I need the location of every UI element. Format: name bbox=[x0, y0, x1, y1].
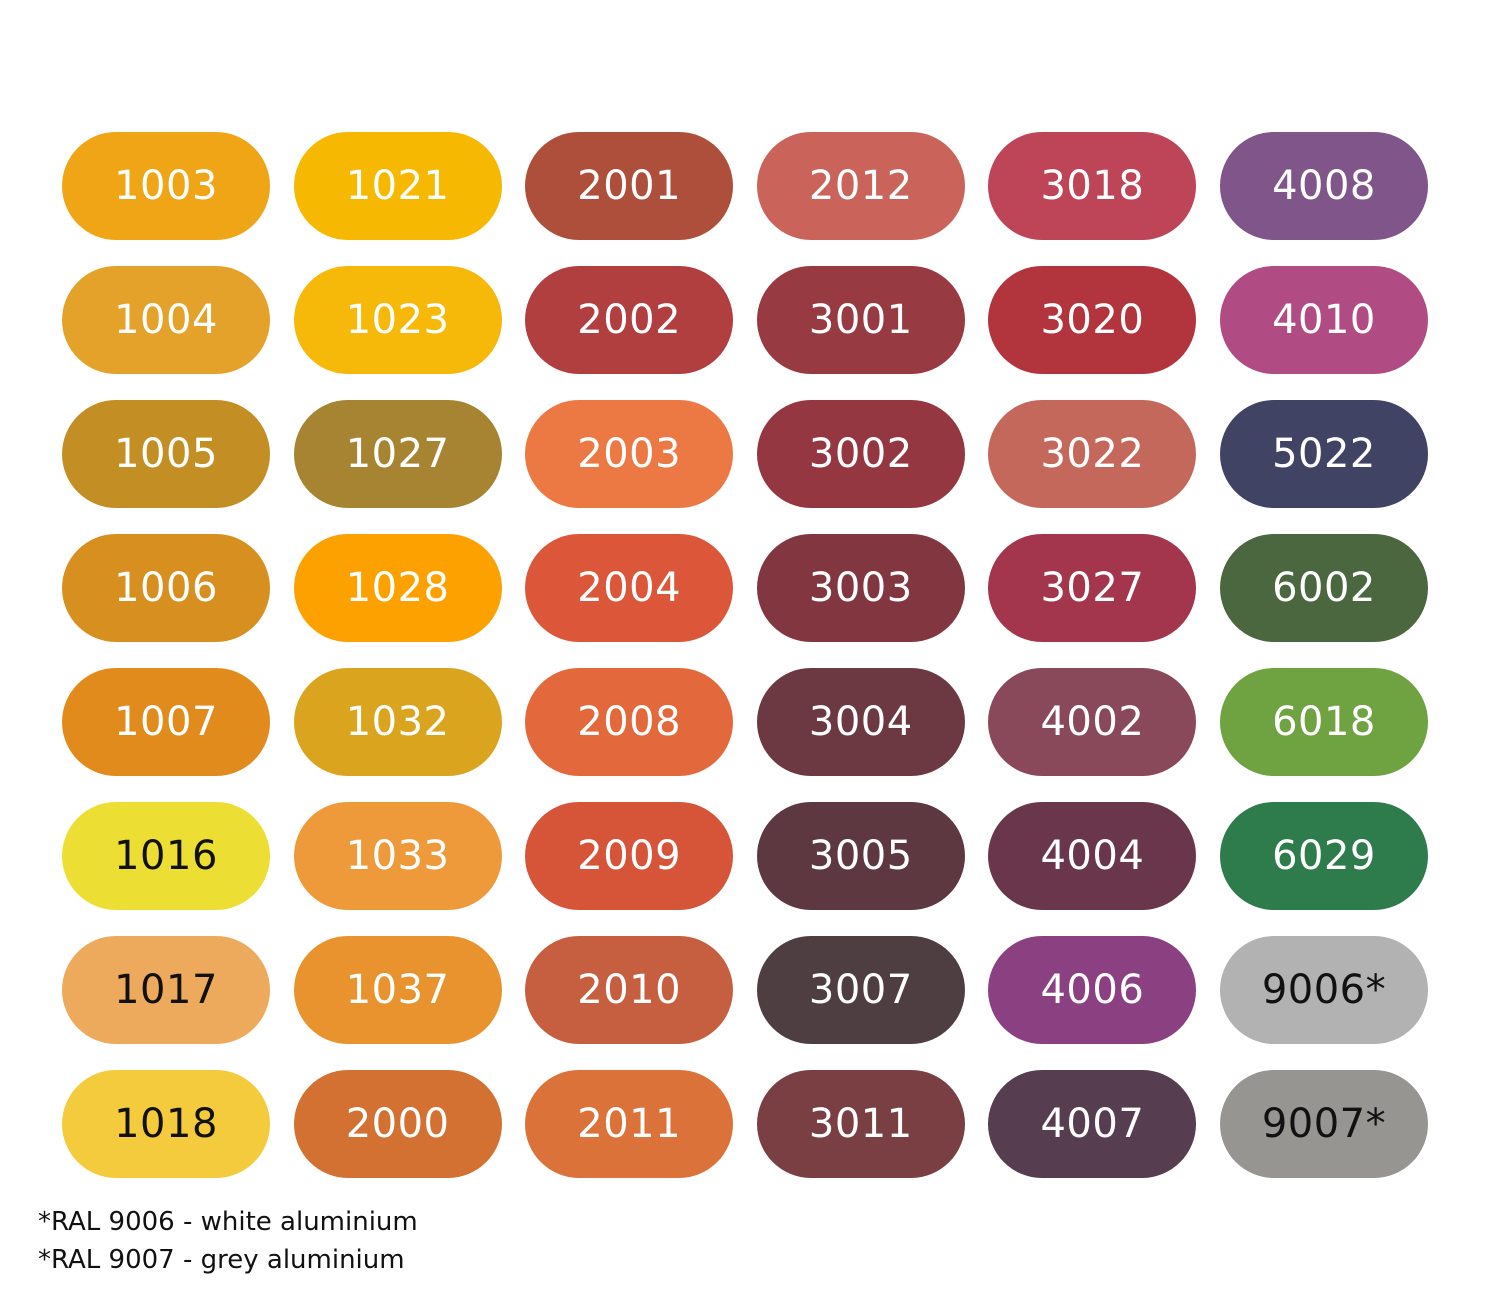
color-swatch-1037: 1037 bbox=[293, 936, 502, 1044]
color-swatch-3005: 3005 bbox=[756, 802, 965, 910]
footnote-ral-9007: *RAL 9007 - grey aluminium bbox=[38, 1245, 405, 1275]
color-swatch-1021: 1021 bbox=[293, 132, 502, 240]
color-swatch-3020: 3020 bbox=[988, 266, 1197, 374]
color-swatch-4007: 4007 bbox=[988, 1070, 1197, 1178]
color-swatch-1004: 1004 bbox=[62, 266, 270, 374]
color-swatch-2003: 2003 bbox=[525, 400, 734, 508]
color-swatch-1007: 1007 bbox=[62, 668, 270, 776]
color-swatch-2008: 2008 bbox=[525, 668, 734, 776]
color-swatch-2012: 2012 bbox=[756, 132, 965, 240]
color-swatch-3011: 3011 bbox=[756, 1070, 965, 1178]
color-swatch-3007: 3007 bbox=[756, 936, 965, 1044]
color-swatch-1027: 1027 bbox=[293, 400, 502, 508]
color-swatch-1033: 1033 bbox=[293, 802, 502, 910]
color-swatch-1005: 1005 bbox=[62, 400, 270, 508]
color-swatch-1018: 1018 bbox=[62, 1070, 270, 1178]
color-swatch-6029: 6029 bbox=[1219, 802, 1428, 910]
footnote-ral-9006: *RAL 9006 - white aluminium bbox=[38, 1207, 418, 1237]
color-swatch-3022: 3022 bbox=[988, 400, 1197, 508]
color-swatch-5022: 5022 bbox=[1219, 400, 1428, 508]
footnotes: *RAL 9006 - white aluminium *RAL 9007 - … bbox=[38, 1203, 418, 1279]
color-swatch-3002: 3002 bbox=[756, 400, 965, 508]
color-swatch-6018: 6018 bbox=[1219, 668, 1428, 776]
color-swatch-9006: 9006* bbox=[1219, 936, 1428, 1044]
ral-color-swatch-grid: 1003 1021 2001 2012 3018 4008 1004 1023 2002 3001… bbox=[62, 132, 1428, 1180]
color-swatch-4002: 4002 bbox=[988, 668, 1197, 776]
color-swatch-3027: 3027 bbox=[988, 534, 1197, 642]
color-swatch-4010: 4010 bbox=[1219, 266, 1428, 374]
color-swatch-6002: 6002 bbox=[1219, 534, 1428, 642]
color-swatch-2011: 2011 bbox=[525, 1070, 734, 1178]
color-swatch-3004: 3004 bbox=[756, 668, 965, 776]
color-swatch-1017: 1017 bbox=[62, 936, 270, 1044]
color-swatch-2000: 2000 bbox=[293, 1070, 502, 1178]
color-swatch-3018: 3018 bbox=[988, 132, 1197, 240]
color-swatch-1003: 1003 bbox=[62, 132, 270, 240]
color-swatch-4006: 4006 bbox=[988, 936, 1197, 1044]
color-swatch-4008: 4008 bbox=[1219, 132, 1428, 240]
color-swatch-2001: 2001 bbox=[525, 132, 734, 240]
color-swatch-1016: 1016 bbox=[62, 802, 270, 910]
color-swatch-2009: 2009 bbox=[525, 802, 734, 910]
color-swatch-2002: 2002 bbox=[525, 266, 734, 374]
color-swatch-4004: 4004 bbox=[988, 802, 1197, 910]
color-swatch-9007: 9007* bbox=[1219, 1070, 1428, 1178]
color-swatch-1028: 1028 bbox=[293, 534, 502, 642]
color-swatch-1023: 1023 bbox=[293, 266, 502, 374]
color-swatch-3003: 3003 bbox=[756, 534, 965, 642]
color-swatch-1006: 1006 bbox=[62, 534, 270, 642]
color-swatch-3001: 3001 bbox=[756, 266, 965, 374]
color-swatch-1032: 1032 bbox=[293, 668, 502, 776]
color-swatch-2010: 2010 bbox=[525, 936, 734, 1044]
color-swatch-2004: 2004 bbox=[525, 534, 734, 642]
